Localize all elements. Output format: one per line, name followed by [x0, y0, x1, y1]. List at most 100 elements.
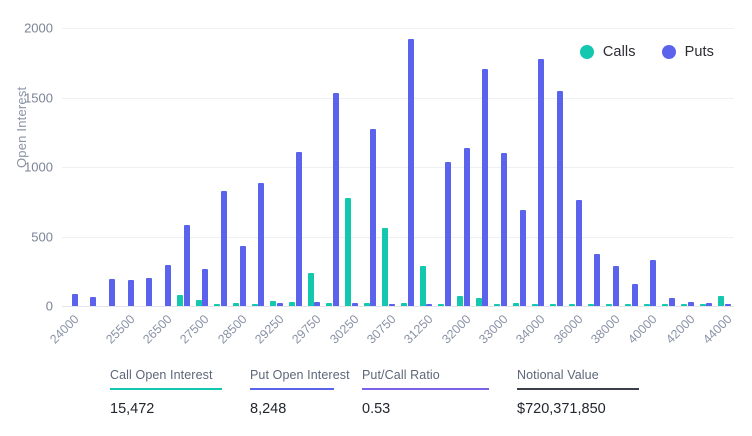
x-axis-tick-label: 34000	[513, 312, 548, 347]
bar-puts-30250[interactable]	[351, 303, 358, 306]
bar-calls-35000[interactable]	[550, 304, 557, 306]
bar-calls-31500[interactable]	[438, 304, 445, 306]
stat-value: 0.53	[362, 401, 391, 417]
x-axis-tick-label: 30750	[364, 312, 399, 347]
bar-puts-43000[interactable]	[706, 303, 713, 306]
bar-puts-24000[interactable]	[71, 294, 78, 306]
y-axis-tick-label: 2000	[24, 20, 53, 36]
bar-puts-29500[interactable]	[295, 151, 302, 306]
bar-puts-29750[interactable]	[314, 301, 321, 306]
bar-puts-31250[interactable]	[426, 304, 433, 306]
bar-puts-38000[interactable]	[612, 266, 620, 306]
bar-puts-37000[interactable]	[594, 253, 601, 306]
bar-puts-27500[interactable]	[202, 269, 209, 306]
bar-calls-31000[interactable]	[400, 303, 408, 306]
bar-puts-41000[interactable]	[668, 297, 676, 306]
x-axis-tick-label: 33000	[476, 312, 511, 347]
stat-value: 8,248	[250, 401, 287, 417]
bar-calls-32000[interactable]	[456, 295, 464, 306]
bar-puts-35000[interactable]	[556, 91, 564, 306]
bar-calls-27000[interactable]	[176, 294, 184, 306]
x-axis-tick-label: 30250	[326, 312, 362, 347]
gridline-1000: 1000	[24, 160, 734, 175]
bar-calls-41000[interactable]	[662, 304, 669, 306]
bar-puts-26500[interactable]	[164, 265, 172, 306]
bar-calls-34000[interactable]	[531, 303, 538, 306]
stat-label: Call Open Interest	[110, 368, 213, 382]
bar-puts-31500[interactable]	[444, 162, 452, 306]
bar-puts-27000[interactable]	[183, 225, 190, 306]
x-axis-tick-label: 29250	[252, 312, 287, 347]
summary-stats: Call Open Interest 15,472 Put Open Interes…	[110, 368, 667, 417]
bar-puts-30000[interactable]	[332, 93, 340, 306]
bar-calls-29500[interactable]	[288, 301, 296, 306]
legend-item-puts[interactable]: Puts	[661, 44, 714, 60]
bar-calls-30000[interactable]	[326, 303, 333, 306]
gridline-0: 0	[46, 299, 734, 314]
bar-calls-29250[interactable]	[270, 301, 277, 306]
bar-puts-32500[interactable]	[482, 69, 489, 306]
bar-puts-44000[interactable]	[724, 304, 732, 306]
bar-puts-32000[interactable]	[463, 147, 470, 306]
x-axis-tick-label: 29750	[289, 312, 324, 347]
legend-item-calls[interactable]: Calls	[579, 44, 636, 60]
bar-calls-44000[interactable]	[718, 296, 725, 306]
x-axis-tick-label: 38000	[588, 312, 623, 347]
bar-puts-29250[interactable]	[276, 302, 284, 306]
x-axis-tick-label: 36000	[550, 312, 586, 347]
x-axis-tick-label: 42000	[662, 312, 698, 347]
x-axis-tick-label: 27500	[177, 312, 212, 347]
bar-puts-28000[interactable]	[220, 190, 228, 306]
bar-puts-25500[interactable]	[127, 280, 134, 306]
y-axis-tick-label: 500	[31, 229, 53, 244]
stat-value: $720,371,850	[517, 401, 606, 417]
bar-puts-33500[interactable]	[519, 210, 526, 306]
bar-puts-39000[interactable]	[631, 284, 638, 306]
x-axis-tick-label: 40000	[625, 312, 660, 347]
bar-calls-33000[interactable]	[494, 303, 501, 306]
bar-calls-28500[interactable]	[232, 303, 240, 306]
stat-put-open-interest: Put Open Interest 8,248	[250, 368, 362, 417]
x-axis-tick-label: 44000	[700, 312, 735, 347]
bar-puts-29000[interactable]	[258, 183, 265, 306]
bar-calls-36000[interactable]	[568, 304, 576, 306]
bar-calls-38000[interactable]	[606, 304, 613, 306]
bar-puts-42000[interactable]	[687, 301, 694, 306]
bar-calls-31250[interactable]	[419, 265, 426, 306]
bar-calls-30750[interactable]	[382, 228, 389, 306]
legend-puts-circle-marker-icon	[661, 45, 676, 59]
bar-calls-32500[interactable]	[475, 297, 482, 306]
stat-underline-rule	[110, 388, 222, 390]
y-axis-tick-label: 1500	[24, 90, 53, 105]
y-axis-tick-label: 1000	[24, 159, 53, 175]
gridline-2000: 2000	[24, 21, 734, 36]
bar-calls-28000[interactable]	[214, 304, 221, 306]
bar-calls-33500[interactable]	[512, 303, 520, 306]
bar-calls-29000[interactable]	[251, 303, 258, 306]
bar-calls-29750[interactable]	[307, 273, 314, 306]
bar-puts-34000[interactable]	[538, 58, 545, 306]
bar-puts-28500[interactable]	[239, 246, 246, 306]
x-axis-tick-label: 24000	[46, 312, 82, 347]
bar-puts-33000[interactable]	[500, 153, 508, 306]
bar-calls-42000[interactable]	[680, 304, 688, 306]
stat-label: Notional Value	[517, 368, 599, 382]
bar-puts-30750[interactable]	[388, 303, 396, 306]
bar-calls-40000[interactable]	[643, 304, 650, 306]
bar-puts-40000[interactable]	[650, 260, 657, 306]
bar-calls-27500[interactable]	[195, 300, 202, 306]
bar-puts-24500[interactable]	[90, 296, 97, 306]
bar-calls-37000[interactable]	[587, 304, 594, 306]
bar-puts-31000[interactable]	[407, 39, 414, 306]
bar-calls-30500[interactable]	[363, 302, 370, 306]
bar-puts-25000[interactable]	[108, 278, 116, 306]
bar-calls-30250[interactable]	[344, 197, 352, 306]
bar-calls-43000[interactable]	[699, 304, 706, 306]
x-axis-tick-label: 28500	[214, 312, 250, 347]
bar-puts-36000[interactable]	[575, 200, 582, 306]
bar-puts-30500[interactable]	[370, 129, 377, 306]
bar-puts-26000[interactable]	[146, 277, 153, 306]
stat-put-call-ratio: Put/Call Ratio 0.53	[362, 368, 517, 417]
bar-calls-39000[interactable]	[624, 304, 632, 306]
stat-notional-value: Notional Value $720,371,850	[517, 368, 667, 417]
